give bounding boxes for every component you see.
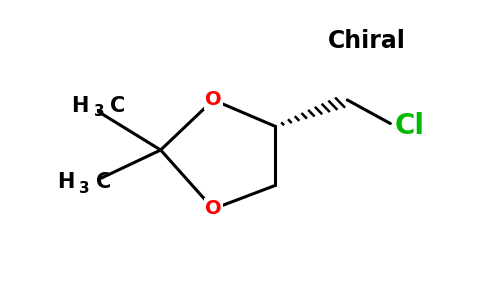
Text: C: C bbox=[96, 172, 111, 192]
Text: C: C bbox=[110, 96, 126, 116]
Text: Cl: Cl bbox=[395, 112, 425, 140]
Text: 3: 3 bbox=[79, 181, 90, 196]
Text: O: O bbox=[205, 90, 222, 110]
Text: H: H bbox=[72, 96, 89, 116]
Text: H: H bbox=[57, 172, 75, 192]
Text: Chiral: Chiral bbox=[328, 29, 405, 53]
Text: 3: 3 bbox=[94, 104, 105, 119]
Text: O: O bbox=[205, 200, 222, 218]
